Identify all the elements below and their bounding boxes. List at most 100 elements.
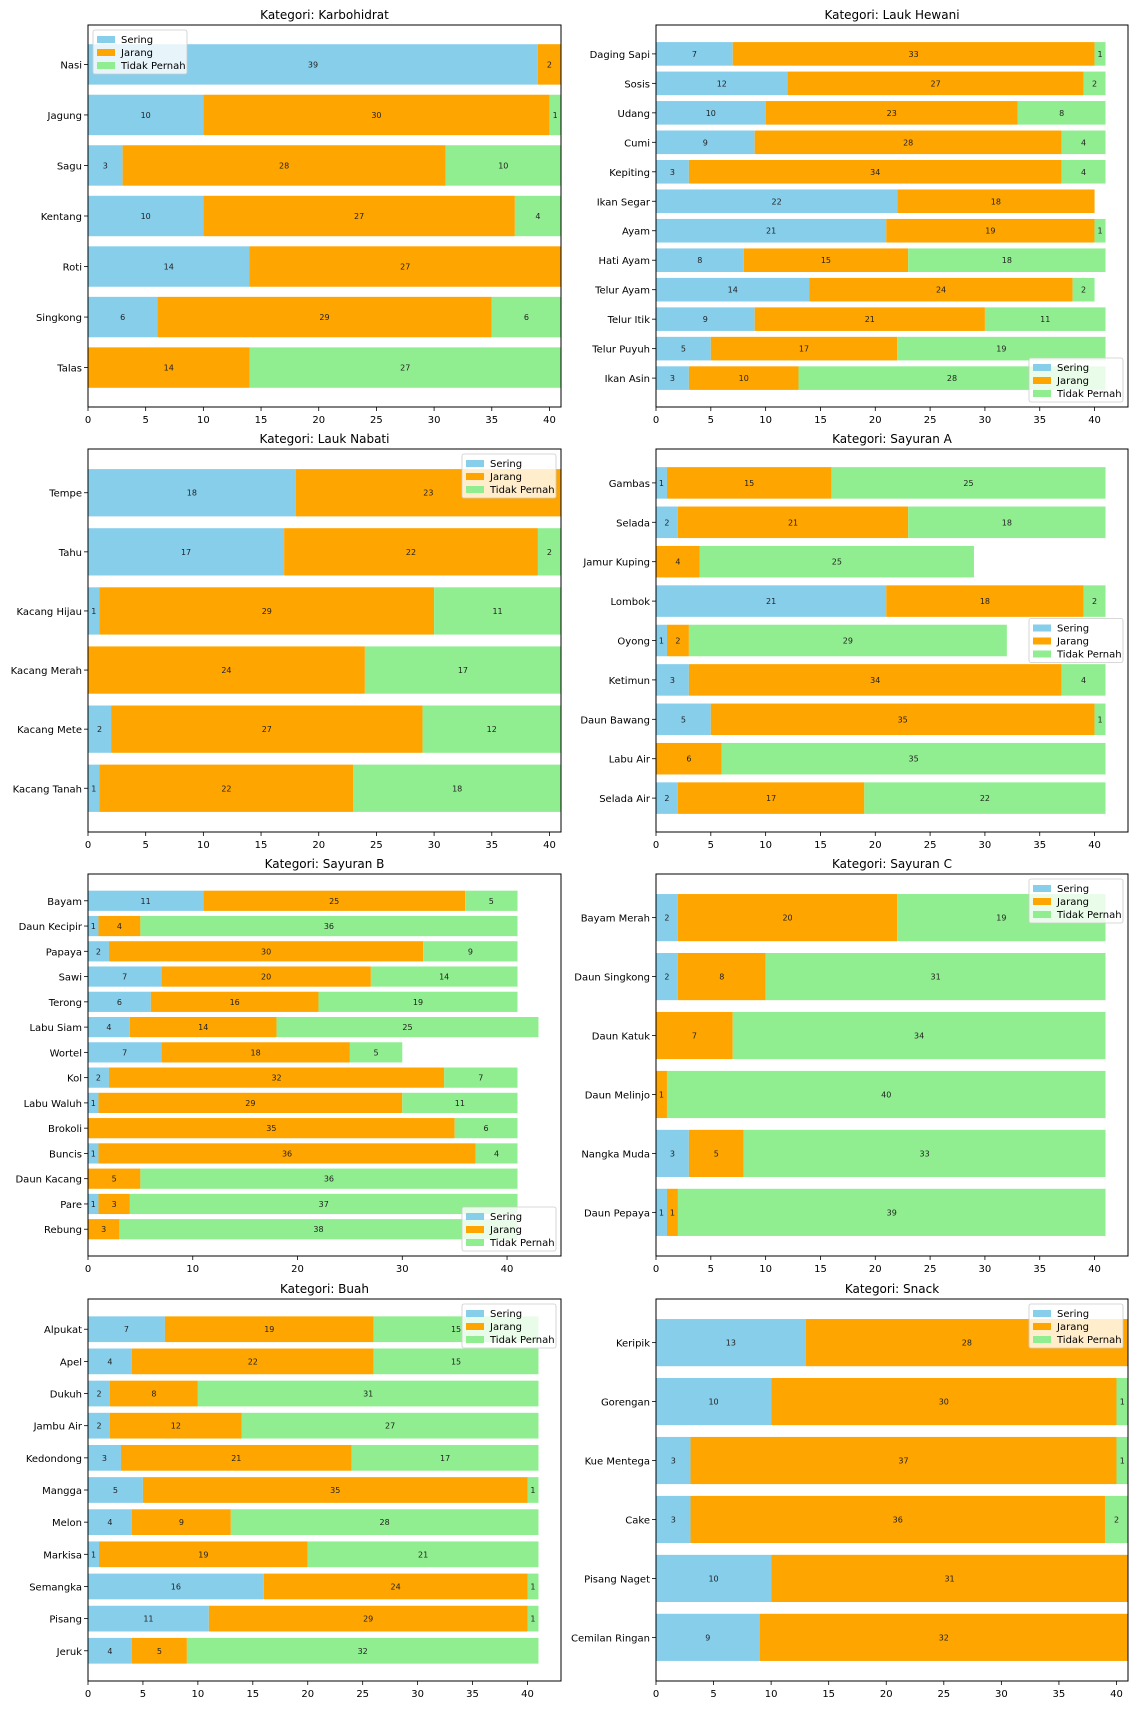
y-tick-label: Daun Singkong — [574, 973, 650, 984]
bar-value-label: 1 — [530, 1615, 535, 1624]
bar-value-label: 31 — [930, 973, 940, 982]
bar-segment — [771, 1554, 1128, 1603]
bar-value-label: 31 — [363, 1390, 373, 1399]
bar-value-label: 27 — [354, 212, 364, 221]
bar-segment — [88, 145, 123, 186]
bar-value-label: 21 — [766, 227, 776, 236]
bar-value-label: 21 — [788, 518, 798, 527]
y-tick-label: Terong — [48, 998, 82, 1009]
bar-segment — [88, 966, 162, 987]
bar-segment — [656, 218, 887, 243]
bar-segment — [203, 195, 515, 237]
y-tick-label: Daging Sapi — [590, 50, 650, 61]
y-tick-label: Hati Ayam — [599, 256, 650, 267]
y-tick-label: Jamur Kuping — [582, 558, 650, 569]
axes-frame — [655, 873, 1129, 1257]
y-tick-label: Tahu — [58, 548, 82, 559]
bar-value-label: 9 — [703, 138, 708, 147]
legend-box — [1028, 618, 1124, 663]
bar-segment — [1017, 101, 1106, 125]
bar-value-label: 19 — [996, 914, 1006, 923]
legend-label: Jarang — [489, 1322, 522, 1333]
y-tick-label: Roti — [63, 263, 82, 274]
axes-frame — [655, 448, 1129, 833]
bar-value-label: 22 — [221, 784, 231, 793]
bar-value-label: 2 — [547, 60, 552, 69]
bar-segment — [765, 101, 1018, 125]
y-tick-label: Oyong — [617, 637, 650, 648]
legend-swatch — [466, 473, 484, 480]
bar-segment — [140, 1168, 518, 1189]
bar-segment — [656, 1129, 689, 1178]
x-tick-label: 40 — [1088, 415, 1101, 426]
bar-segment — [88, 1444, 121, 1471]
bar-value-label: 34 — [914, 1032, 924, 1041]
legend-label: Sering — [490, 1309, 522, 1320]
bar-segment — [537, 528, 561, 576]
bar-segment — [444, 1067, 518, 1088]
x-tick-label: 30 — [979, 1264, 992, 1275]
bar-value-label: 2 — [664, 794, 669, 803]
bar-segment — [666, 467, 832, 499]
bar-segment — [88, 347, 250, 388]
legend-label: Jarang — [489, 472, 522, 483]
bar-segment — [1061, 159, 1106, 184]
y-tick-label: Buncis — [49, 1149, 82, 1160]
bar-segment — [98, 1143, 476, 1164]
y-tick-label: Nasi — [60, 60, 82, 71]
bar-segment — [656, 366, 689, 390]
bar-value-label: 23 — [423, 489, 433, 498]
x-tick-label: 35 — [1053, 1689, 1066, 1700]
bar-value-label: 37 — [898, 1457, 908, 1466]
bar-segment — [475, 1143, 518, 1164]
bar-segment — [656, 277, 810, 302]
x-tick-label: 30 — [995, 1689, 1008, 1700]
bar-segment — [98, 1541, 308, 1568]
bar-segment — [721, 742, 1106, 775]
legend: Sering Jarang Tidak Pernah — [461, 1206, 557, 1252]
bar-value-label: 4 — [535, 212, 540, 221]
bar-segment — [108, 1067, 445, 1088]
legend-swatch — [1033, 898, 1051, 905]
x-tick-label: 35 — [485, 415, 498, 426]
y-tick-label: Talas — [56, 364, 82, 375]
bar-value-label: 11 — [492, 607, 502, 616]
bar-segment — [150, 991, 319, 1012]
bar-value-label: 2 — [96, 1390, 101, 1399]
y-tick-label: Lombok — [610, 597, 650, 608]
bar-value-label: 30 — [261, 947, 271, 956]
y-tick-label: Alpukat — [44, 1325, 82, 1336]
legend-label: Jarang — [1056, 376, 1089, 387]
bar-value-label: 3 — [102, 1454, 107, 1463]
bar-segment — [109, 1412, 242, 1439]
x-tick-label: 40 — [501, 1264, 514, 1275]
bar-value-label: 14 — [439, 973, 449, 982]
legend-box — [461, 1303, 557, 1349]
bar-segment — [984, 307, 1106, 331]
bar-segment — [656, 159, 689, 184]
axes-frame — [87, 448, 562, 833]
bar-segment — [666, 1188, 678, 1236]
bar-segment — [351, 1444, 539, 1471]
bar-value-label: 9 — [179, 1518, 184, 1527]
bar-segment — [656, 71, 788, 96]
bar-value-label: 5 — [113, 1486, 118, 1495]
bar-value-label: 11 — [455, 1099, 465, 1108]
bar-value-label: 24 — [936, 286, 946, 295]
legend-swatch — [466, 460, 484, 467]
bar-segment — [771, 1377, 1117, 1426]
legend-label: Jarang — [120, 48, 153, 59]
chart-title: Kategori: Sayuran C — [832, 857, 952, 871]
legend-swatch — [97, 62, 115, 69]
y-tick-label: Cake — [625, 1515, 650, 1526]
bar-value-label: 18 — [452, 784, 462, 793]
bar-segment — [656, 1377, 772, 1426]
legend: Sering Jarang Tidak Pernah — [1028, 878, 1124, 924]
bar-segment — [88, 1219, 120, 1240]
bar-value-label: 1 — [1097, 715, 1102, 724]
bar-segment — [88, 1016, 130, 1038]
bar-value-label: 10 — [141, 212, 151, 221]
bar-segment — [656, 742, 722, 775]
legend-swatch — [1033, 1323, 1051, 1330]
